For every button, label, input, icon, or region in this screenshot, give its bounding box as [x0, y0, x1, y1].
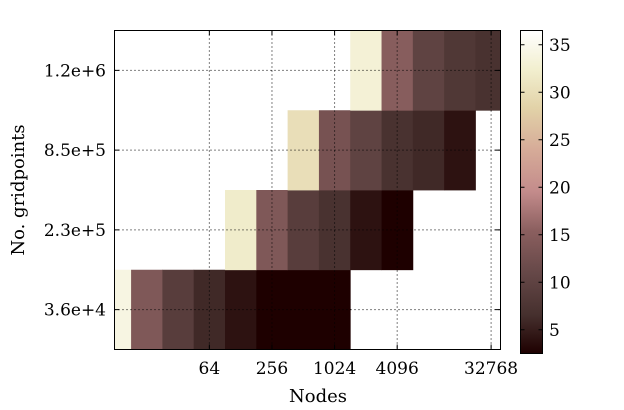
y-axis: 3.6e+4 2.3e+5 8.5e+5 1.2e+6 — [44, 61, 501, 321]
x-tick-label: 32768 — [464, 359, 518, 379]
y-tick-label: 2.3e+5 — [44, 221, 106, 241]
heatmap-cell — [225, 269, 257, 350]
grid-lines — [114, 30, 501, 350]
y-tick-label: 1.2e+6 — [44, 61, 106, 81]
x-tick-label: 4096 — [376, 359, 419, 379]
heatmap-cell — [225, 190, 257, 271]
colorbar-tick-label: 20 — [549, 178, 571, 198]
colorbar-tick-label: 15 — [549, 226, 571, 246]
y-axis-label: No. gridpoints — [8, 124, 29, 255]
heatmap-cell — [350, 30, 382, 111]
heatmap-cell — [193, 269, 226, 350]
heatmap-cell — [412, 110, 445, 191]
y-tick-label: 3.6e+4 — [44, 301, 106, 321]
y-tick-label: 8.5e+5 — [44, 141, 106, 161]
heatmap-cell — [162, 269, 195, 350]
colorbar-tick-label: 30 — [549, 83, 571, 103]
colorbar-tick-label: 10 — [549, 273, 571, 293]
heatmap-cell — [381, 190, 414, 271]
x-tick-label: 256 — [256, 359, 288, 379]
heatmap-cell — [350, 110, 382, 191]
x-tick-label: 64 — [199, 359, 221, 379]
colorbar — [520, 30, 543, 354]
colorbar-tick-label: 25 — [549, 131, 571, 151]
x-tick-label: 1024 — [313, 359, 356, 379]
heatmap-cell — [412, 30, 445, 111]
plot-frame — [114, 30, 501, 350]
colorbar-tick-label: 5 — [549, 321, 560, 341]
x-axis: 64 256 1024 4096 32768 — [199, 30, 518, 379]
colorbar-ticks: 5 10 15 20 25 30 35 — [520, 36, 571, 341]
colorbar-tick-label: 35 — [549, 36, 571, 56]
heatmap-cell — [350, 190, 382, 271]
heatmap-cells — [114, 30, 501, 350]
x-axis-label: Nodes — [289, 386, 347, 407]
heatmap-cell — [381, 110, 414, 191]
